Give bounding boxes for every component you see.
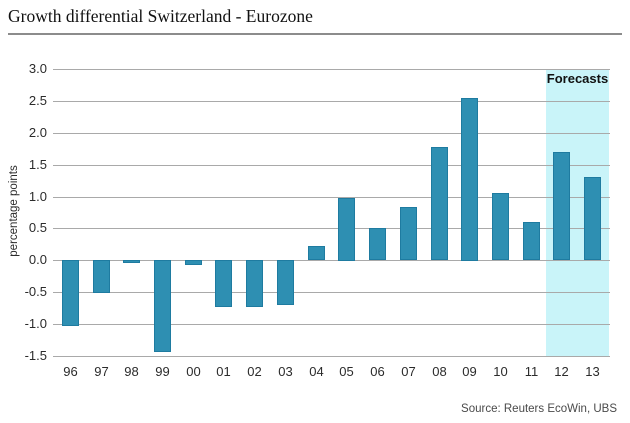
y-tick-label--1.5: -1.5 <box>24 348 47 363</box>
x-tick-label-05: 05 <box>339 364 354 379</box>
x-tick-label-12: 12 <box>554 364 569 379</box>
x-tick-label-02: 02 <box>247 364 262 379</box>
x-tick-label-99: 99 <box>155 364 170 379</box>
gridline--0.5 <box>53 292 610 293</box>
bar-13 <box>584 177 601 260</box>
bar-11 <box>523 222 540 260</box>
x-tick-label-00: 00 <box>186 364 201 379</box>
y-tick-label-1.5: 1.5 <box>28 157 47 172</box>
y-tick-label-1.0: 1.0 <box>28 189 47 204</box>
gridline--1.0 <box>53 324 610 325</box>
x-tick-label-09: 09 <box>462 364 477 379</box>
bar-98 <box>123 260 140 263</box>
x-tick-label-96: 96 <box>63 364 78 379</box>
bar-97 <box>93 260 110 293</box>
x-tick-label-07: 07 <box>401 364 416 379</box>
gridline-1.0 <box>53 197 610 198</box>
y-tick-label-0.0: 0.0 <box>28 252 47 267</box>
y-tick-label-2.0: 2.0 <box>28 125 47 140</box>
title-rule <box>8 33 622 35</box>
gridline-3.0 <box>53 69 610 70</box>
x-tick-label-10: 10 <box>493 364 508 379</box>
bar-05 <box>338 198 355 261</box>
gridline-2.0 <box>53 133 610 134</box>
x-tick-label-06: 06 <box>370 364 385 379</box>
bar-01 <box>215 260 232 307</box>
x-tick-label-08: 08 <box>432 364 447 379</box>
gridline-0.0 <box>53 260 610 261</box>
y-tick-label--0.5: -0.5 <box>24 284 47 299</box>
bar-99 <box>154 260 171 352</box>
source-text: Source: Reuters EcoWin, UBS <box>461 403 617 415</box>
gridline-2.5 <box>53 101 610 102</box>
bar-02 <box>246 260 263 307</box>
chart-title: Growth differential Switzerland - Eurozo… <box>8 6 313 26</box>
x-tick-label-11: 11 <box>524 364 539 379</box>
x-tick-label-04: 04 <box>309 364 324 379</box>
x-tick-label-97: 97 <box>94 364 109 379</box>
gridline--1.5 <box>53 356 610 357</box>
bar-96 <box>62 260 79 326</box>
x-tick-label-98: 98 <box>124 364 139 379</box>
gridline-1.5 <box>53 165 610 166</box>
y-tick-label-0.5: 0.5 <box>28 220 47 235</box>
bar-03 <box>277 260 294 305</box>
x-tick-label-13: 13 <box>585 364 600 379</box>
x-tick-label-01: 01 <box>216 364 231 379</box>
bar-04 <box>308 246 325 260</box>
y-tick-label--1.0: -1.0 <box>24 316 47 331</box>
bar-07 <box>400 207 417 260</box>
x-tick-label-03: 03 <box>278 364 293 379</box>
y-axis-label: percentage points <box>8 165 20 257</box>
bar-09 <box>461 98 478 261</box>
bar-00 <box>185 260 202 265</box>
bar-12 <box>553 152 570 260</box>
y-tick-label-2.5: 2.5 <box>28 93 47 108</box>
bar-06 <box>369 228 386 260</box>
forecast-label: Forecasts <box>546 71 609 86</box>
y-tick-label-3.0: 3.0 <box>28 61 47 76</box>
bar-10 <box>492 193 509 260</box>
gridline-0.5 <box>53 228 610 229</box>
bar-08 <box>431 147 448 260</box>
